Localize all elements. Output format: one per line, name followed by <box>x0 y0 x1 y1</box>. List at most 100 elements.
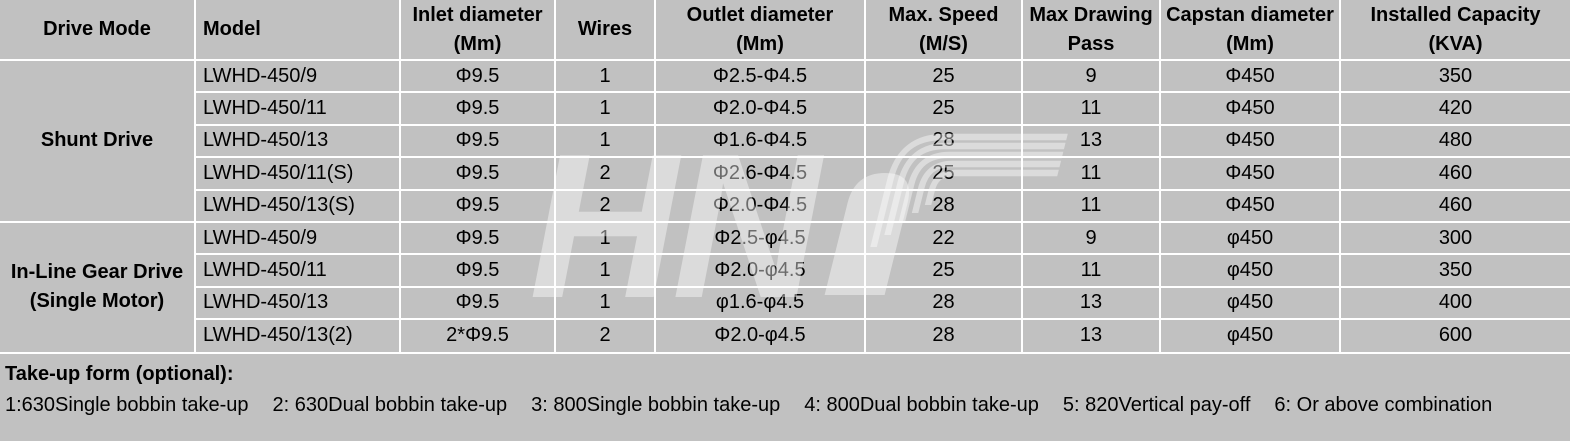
cell-installed-capacity: 400 <box>1339 285 1570 321</box>
table-row: LWHD-450/11 Φ9.5 1 Φ2.0-Φ4.5 25 11 Φ450 … <box>0 91 1570 126</box>
cell-installed-capacity: 300 <box>1339 220 1570 256</box>
cell-capstan-diameter: φ450 <box>1159 285 1341 321</box>
cell-max-drawing-pass: 11 <box>1021 253 1161 288</box>
cell-max-drawing-pass: 13 <box>1021 285 1161 321</box>
cell-max-drawing-pass: 13 <box>1021 318 1161 353</box>
cell-wires: 1 <box>554 123 656 159</box>
cell-inlet-diameter: Φ9.5 <box>399 58 556 94</box>
takeup-option: 4: 800Dual bobbin take-up <box>804 393 1039 416</box>
cell-wires: 1 <box>554 285 656 321</box>
cell-capstan-diameter: Φ450 <box>1159 156 1341 191</box>
cell-model: LWHD-450/13(2) <box>194 318 401 353</box>
col-header-capstan-diameter: Capstan diameter (Mm) <box>1159 0 1341 61</box>
cell-wires: 1 <box>554 220 656 256</box>
cell-installed-capacity: 350 <box>1339 58 1570 94</box>
cell-model: LWHD-450/13(S) <box>194 188 401 223</box>
cell-max-drawing-pass: 11 <box>1021 156 1161 191</box>
cell-max-speed: 22 <box>864 220 1023 256</box>
takeup-option: 3: 800Single bobbin take-up <box>531 393 781 416</box>
col-header-max-speed: Max. Speed (M/S) <box>864 0 1023 61</box>
col-header-wires: Wires <box>554 0 656 61</box>
col-header-label: Inlet diameter <box>412 3 543 26</box>
col-header-label: Installed Capacity <box>1370 3 1541 26</box>
cell-max-drawing-pass: 9 <box>1021 220 1161 256</box>
col-header-installed-capacity: Installed Capacity (KVA) <box>1339 0 1570 61</box>
cell-max-speed: 28 <box>864 188 1023 223</box>
cell-outlet-diameter: Φ2.5-φ4.5 <box>654 220 866 256</box>
takeup-form-title: Take-up form (optional): <box>5 362 234 385</box>
cell-inlet-diameter: Φ9.5 <box>399 220 556 256</box>
cell-capstan-diameter: φ450 <box>1159 220 1341 256</box>
cell-wires: 1 <box>554 91 656 126</box>
cell-inlet-diameter: Φ9.5 <box>399 156 556 191</box>
cell-max-speed: 25 <box>864 91 1023 126</box>
table-row: LWHD-450/13 Φ9.5 1 Φ1.6-Φ4.5 28 13 Φ450 … <box>0 123 1570 159</box>
cell-installed-capacity: 460 <box>1339 156 1570 191</box>
cell-installed-capacity: 350 <box>1339 253 1570 288</box>
cell-max-speed: 25 <box>864 253 1023 288</box>
cell-wires: 2 <box>554 188 656 223</box>
cell-installed-capacity: 420 <box>1339 91 1570 126</box>
col-header-model: Model <box>194 0 401 61</box>
cell-installed-capacity: 480 <box>1339 123 1570 159</box>
cell-outlet-diameter: Φ2.0-Φ4.5 <box>654 91 866 126</box>
cell-capstan-diameter: Φ450 <box>1159 188 1341 223</box>
cell-drive-mode-shunt: Shunt Drive <box>0 59 196 223</box>
col-header-label: Max Drawing <box>1029 3 1153 26</box>
cell-max-speed: 28 <box>864 123 1023 159</box>
cell-model: LWHD-450/13 <box>194 285 401 321</box>
cell-wires: 1 <box>554 253 656 288</box>
cell-outlet-diameter: φ1.6-φ4.5 <box>654 285 866 321</box>
cell-wires: 1 <box>554 58 656 94</box>
takeup-option: 2: 630Dual bobbin take-up <box>272 393 508 416</box>
cell-wires: 2 <box>554 318 656 353</box>
cell-outlet-diameter: Φ2.5-Φ4.5 <box>654 58 866 94</box>
cell-capstan-diameter: Φ450 <box>1159 123 1341 159</box>
cell-installed-capacity: 460 <box>1339 188 1570 223</box>
takeup-option: 6: Or above combination <box>1274 393 1493 416</box>
cell-max-drawing-pass: 11 <box>1021 91 1161 126</box>
cell-outlet-diameter: Φ2.0-φ4.5 <box>654 318 866 353</box>
table-row: In-Line Gear Drive (Single Motor) LWHD-4… <box>0 220 1570 353</box>
cell-inlet-diameter: Φ9.5 <box>399 123 556 159</box>
cell-capstan-diameter: φ450 <box>1159 253 1341 288</box>
cell-model: LWHD-450/9 <box>194 58 401 94</box>
cell-capstan-diameter: Φ450 <box>1159 58 1341 94</box>
header-row: Drive Mode Model Inlet diameter (Mm) Wire… <box>0 0 1570 61</box>
cell-drive-mode-inline-gear: In-Line Gear Drive (Single Motor) <box>0 220 196 353</box>
takeup-form-options: 1:630Single bobbin take-up 2: 630Dual bo… <box>0 387 1570 417</box>
table-bottom-divider <box>0 351 1570 354</box>
cell-model: LWHD-450/11(S) <box>194 156 401 191</box>
col-header-label: Capstan diameter <box>1166 3 1334 26</box>
cell-inlet-diameter: Φ9.5 <box>399 253 556 288</box>
cell-inlet-diameter: Φ9.5 <box>399 188 556 223</box>
cell-model: LWHD-450/9 <box>194 220 401 256</box>
cell-max-speed: 28 <box>864 285 1023 321</box>
cell-model: LWHD-450/11 <box>194 91 401 126</box>
takeup-option: 5: 820Vertical pay-off <box>1062 393 1251 416</box>
col-header-inlet-diameter: Inlet diameter (Mm) <box>399 0 556 61</box>
table-row: LWHD-450/13(2) 2*Φ9.5 2 Φ2.0-φ4.5 28 13 … <box>0 318 1570 353</box>
cell-max-speed: 25 <box>864 58 1023 94</box>
table-row: LWHD-450/11 Φ9.5 1 Φ2.0-φ4.5 25 11 φ450 … <box>0 253 1570 288</box>
cell-inlet-diameter: Φ9.5 <box>399 91 556 126</box>
cell-max-speed: 28 <box>864 318 1023 353</box>
cell-inlet-diameter: Φ9.5 <box>399 285 556 321</box>
col-header-label: Outlet diameter <box>686 3 834 26</box>
cell-model: LWHD-450/13 <box>194 123 401 159</box>
col-header-label: Drive Mode <box>43 18 151 40</box>
col-header-outlet-diameter: Outlet diameter (Mm) <box>654 0 866 61</box>
table-row: Shunt Drive LWHD-450/9 Φ9.5 1 Φ2.5-Φ4.5 … <box>0 58 1570 223</box>
cell-max-drawing-pass: 13 <box>1021 123 1161 159</box>
spec-table: Drive Mode Model Inlet diameter (Mm) Wire… <box>0 0 1570 353</box>
col-header-label: Model <box>203 18 261 40</box>
table-row: LWHD-450/11(S) Φ9.5 2 Φ2.6-Φ4.5 25 11 Φ4… <box>0 156 1570 191</box>
cell-outlet-diameter: Φ1.6-Φ4.5 <box>654 123 866 159</box>
col-header-drive-mode: Drive Mode <box>0 0 196 61</box>
table-row: LWHD-450/13 Φ9.5 1 φ1.6-φ4.5 28 13 φ450 … <box>0 285 1570 321</box>
col-header-label: Wires <box>577 18 633 40</box>
cell-capstan-diameter: φ450 <box>1159 318 1341 353</box>
cell-max-drawing-pass: 11 <box>1021 188 1161 223</box>
col-header-max-drawing-pass: Max Drawing Pass <box>1021 0 1161 61</box>
cell-model: LWHD-450/11 <box>194 253 401 288</box>
